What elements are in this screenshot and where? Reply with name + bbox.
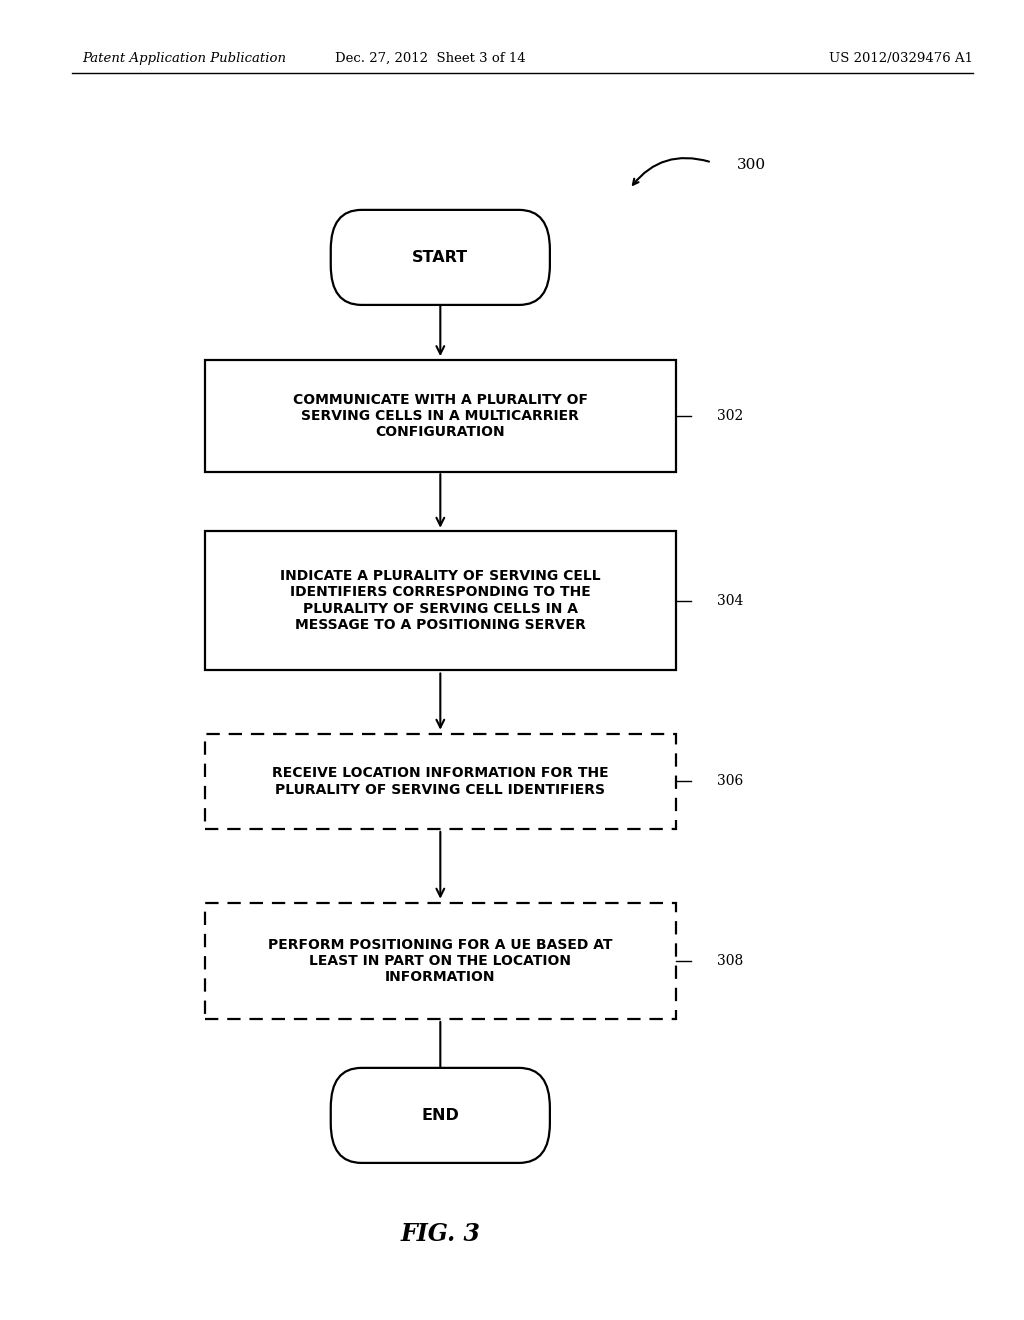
Text: 308: 308 bbox=[717, 954, 743, 968]
Text: Dec. 27, 2012  Sheet 3 of 14: Dec. 27, 2012 Sheet 3 of 14 bbox=[335, 51, 525, 65]
Bar bbox=[205, 359, 676, 471]
Text: PERFORM POSITIONING FOR A UE BASED AT
LEAST IN PART ON THE LOCATION
INFORMATION: PERFORM POSITIONING FOR A UE BASED AT LE… bbox=[268, 937, 612, 985]
FancyBboxPatch shape bbox=[331, 210, 550, 305]
Bar bbox=[205, 531, 676, 671]
Text: 304: 304 bbox=[717, 594, 743, 607]
Bar bbox=[205, 734, 676, 829]
Text: 300: 300 bbox=[737, 158, 766, 172]
Bar bbox=[205, 903, 676, 1019]
Text: 306: 306 bbox=[717, 775, 743, 788]
Text: Patent Application Publication: Patent Application Publication bbox=[82, 51, 286, 65]
Text: RECEIVE LOCATION INFORMATION FOR THE
PLURALITY OF SERVING CELL IDENTIFIERS: RECEIVE LOCATION INFORMATION FOR THE PLU… bbox=[272, 767, 608, 796]
FancyBboxPatch shape bbox=[331, 1068, 550, 1163]
Text: START: START bbox=[413, 249, 468, 265]
Text: END: END bbox=[422, 1107, 459, 1123]
Text: INDICATE A PLURALITY OF SERVING CELL
IDENTIFIERS CORRESPONDING TO THE
PLURALITY : INDICATE A PLURALITY OF SERVING CELL IDE… bbox=[280, 569, 601, 632]
Text: 302: 302 bbox=[717, 409, 743, 422]
Text: FIG. 3: FIG. 3 bbox=[400, 1222, 480, 1246]
Text: US 2012/0329476 A1: US 2012/0329476 A1 bbox=[829, 51, 973, 65]
Text: COMMUNICATE WITH A PLURALITY OF
SERVING CELLS IN A MULTICARRIER
CONFIGURATION: COMMUNICATE WITH A PLURALITY OF SERVING … bbox=[293, 392, 588, 440]
